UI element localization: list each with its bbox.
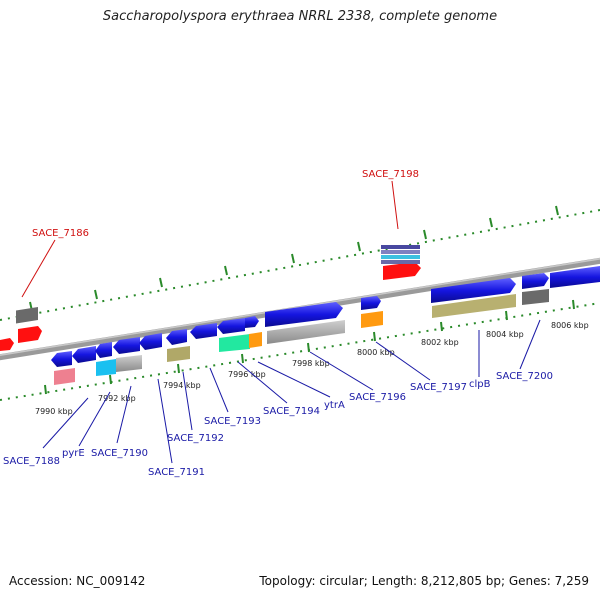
gene-label-clpb[interactable]: clpB <box>469 379 491 390</box>
gene-feature <box>95 342 112 358</box>
forward-features <box>0 245 600 351</box>
genome-summary-text: Topology: circular; Length: 8,212,805 bp… <box>259 574 589 588</box>
gene-feature <box>249 332 262 348</box>
gene-feature <box>361 296 381 310</box>
gene-label-sace-7186[interactable]: SACE_7186 <box>32 228 89 239</box>
gene-feature <box>381 255 420 259</box>
tick-label: 7992 kbp <box>98 394 136 403</box>
accession-text: Accession: NC_009142 <box>9 574 146 588</box>
gene-feature <box>431 278 516 303</box>
tick-label: 8006 kbp <box>551 321 589 330</box>
tick-label: 8000 kbp <box>357 348 395 357</box>
tick-label: 8002 kbp <box>421 338 459 347</box>
inner-tick-track <box>0 299 600 401</box>
gene-feature <box>51 351 72 367</box>
reverse-features <box>51 289 549 385</box>
gene-feature <box>522 289 549 305</box>
rna-feature <box>0 338 14 351</box>
gene-label-sace-7194[interactable]: SACE_7194 <box>263 406 320 417</box>
gene-label-sace-7193[interactable]: SACE_7193 <box>204 416 261 427</box>
tick-label: 7990 kbp <box>35 407 73 416</box>
gene-feature <box>116 355 142 372</box>
gene-feature <box>167 346 190 362</box>
highlight-leader-lines <box>21 180 399 298</box>
tick-label: 8004 kbp <box>486 330 524 339</box>
gene-feature <box>432 294 516 318</box>
gene-feature <box>381 250 420 254</box>
gene-label-sace-7191[interactable]: SACE_7191 <box>148 467 205 478</box>
gene-label-sace-7197[interactable]: SACE_7197 <box>410 382 467 393</box>
gene-feature <box>166 329 187 345</box>
gene-label-sace-7196[interactable]: SACE_7196 <box>349 392 406 403</box>
gene-feature <box>139 333 162 350</box>
gene-label-sace-7190[interactable]: SACE_7190 <box>91 448 148 459</box>
gene-feature <box>267 320 345 344</box>
tick-label: 7996 kbp <box>228 370 266 379</box>
gene-feature <box>522 273 549 289</box>
gene-feature <box>190 323 217 339</box>
gene-feature <box>96 359 116 376</box>
gene-feature <box>219 334 250 352</box>
gene-label-sace-7192[interactable]: SACE_7192 <box>167 433 224 444</box>
gene-label-sace-7200[interactable]: SACE_7200 <box>496 371 553 382</box>
tick-label: 7998 kbp <box>292 359 330 368</box>
gene-feature <box>265 302 343 327</box>
gene-feature <box>245 316 259 328</box>
gene-feature <box>113 337 140 354</box>
gene-feature <box>72 346 96 363</box>
gene-label-sace-7198[interactable]: SACE_7198 <box>362 169 419 180</box>
rna-feature <box>383 262 421 280</box>
tick-label: 7994 kbp <box>163 381 201 390</box>
gene-label-pyre[interactable]: pyrE <box>62 448 85 459</box>
label-leader-lines <box>42 319 541 464</box>
map-title: Saccharopolyspora erythraea NRRL 2338, c… <box>102 9 498 24</box>
gene-label-sace-7188[interactable]: SACE_7188 <box>3 456 60 467</box>
rna-feature <box>18 326 42 343</box>
gene-feature <box>550 266 600 288</box>
gene-feature <box>16 306 38 324</box>
gene-feature <box>217 318 245 334</box>
gene-feature <box>381 245 420 249</box>
outer-tick-track <box>0 205 600 321</box>
gene-feature <box>54 368 75 385</box>
gene-feature <box>381 260 420 264</box>
gene-label-ytra[interactable]: ytrA <box>324 400 345 411</box>
gene-feature <box>361 311 383 328</box>
